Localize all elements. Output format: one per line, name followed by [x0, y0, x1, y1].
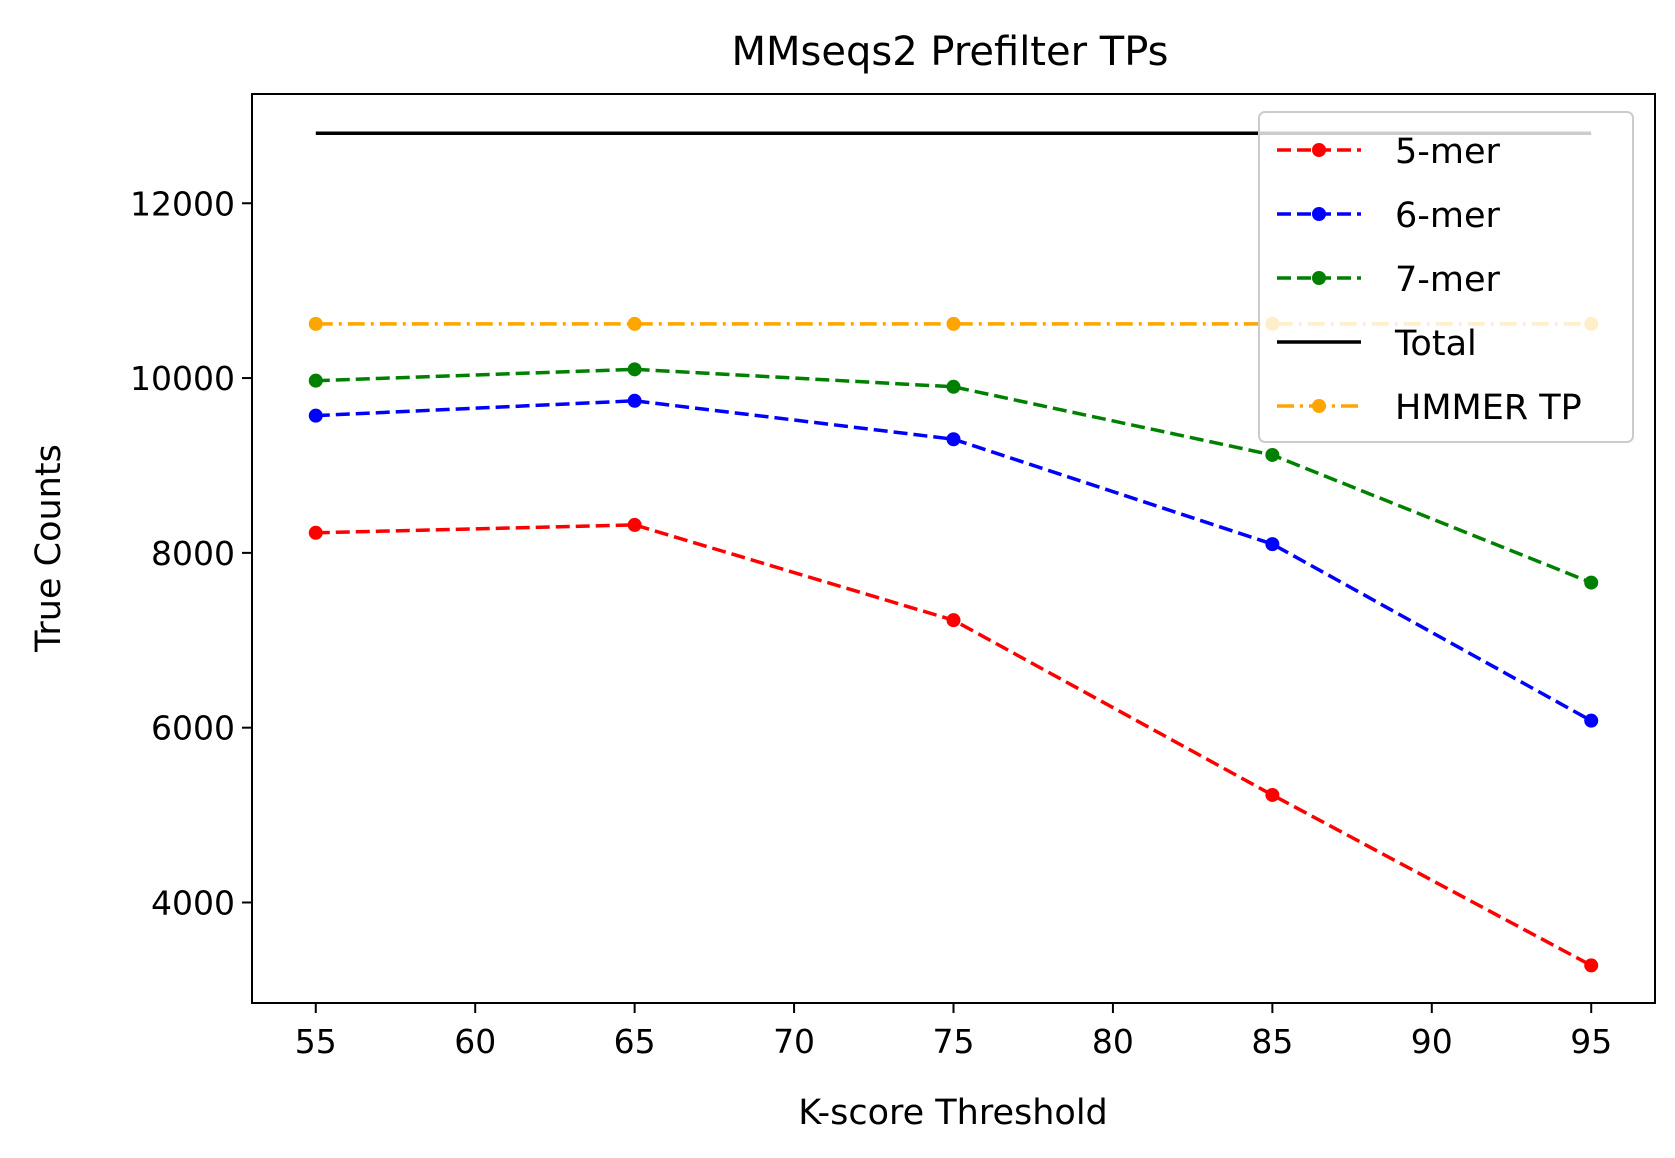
legend: 5-mer 6-mer 7-mer Total HMMER TP: [1258, 111, 1634, 443]
y-axis: 4000 6000 8000 10000 12000: [130, 184, 252, 922]
x-tick-label: 80: [1092, 1022, 1134, 1061]
data-point-5-mer: [627, 517, 642, 532]
data-point-5-mer: [1584, 958, 1599, 973]
x-axis-label: K-score Threshold: [798, 1093, 1108, 1133]
y-tick-label: 4000: [151, 883, 235, 922]
legend-marker-6-mer: [1312, 207, 1326, 221]
x-tick-label: 95: [1570, 1022, 1612, 1061]
data-point-5-mer: [1265, 787, 1280, 802]
data-point-7-mer: [1265, 447, 1280, 462]
data-point-hmmer-tp: [946, 316, 961, 331]
x-tick-label: 55: [295, 1022, 337, 1061]
legend-label-7-mer: 7-mer: [1395, 260, 1501, 300]
legend-marker-5-mer: [1312, 143, 1326, 157]
legend-label-hmmer-tp: HMMER TP: [1395, 388, 1582, 428]
x-tick-label: 85: [1251, 1022, 1293, 1061]
legend-marker-hmmer-tp: [1312, 399, 1326, 413]
y-tick-label: 8000: [151, 534, 235, 573]
x-tick-label: 90: [1411, 1022, 1453, 1061]
legend-label-5-mer: 5-mer: [1395, 132, 1501, 172]
legend-box: [1258, 111, 1634, 443]
chart-title: MMseqs2 Prefilter TPs: [732, 29, 1169, 75]
x-tick-label: 75: [933, 1022, 975, 1061]
data-point-7-mer: [308, 373, 323, 388]
data-point-hmmer-tp: [627, 316, 642, 331]
y-tick-label: 12000: [130, 184, 235, 223]
series-line-7-mer: [315, 367, 1592, 585]
data-point-5-mer: [946, 613, 961, 628]
data-point-6-mer: [627, 393, 642, 408]
data-point-6-mer: [946, 432, 961, 447]
x-tick-label: 70: [773, 1022, 815, 1061]
data-point-7-mer: [946, 379, 961, 394]
data-point-6-mer: [1584, 713, 1599, 728]
y-axis-label: True Counts: [29, 444, 69, 653]
legend-marker-7-mer: [1312, 271, 1326, 285]
data-point-5-mer: [308, 525, 323, 540]
y-tick-label: 6000: [151, 709, 235, 748]
legend-label-6-mer: 6-mer: [1395, 196, 1501, 236]
legend-label-total: Total: [1394, 324, 1477, 364]
data-point-6-mer: [1265, 537, 1280, 552]
x-tick-label: 60: [454, 1022, 496, 1061]
data-point-7-mer: [1584, 575, 1599, 590]
y-tick-label: 10000: [130, 359, 235, 398]
data-point-6-mer: [308, 408, 323, 423]
data-point-7-mer: [627, 362, 642, 377]
data-point-hmmer-tp: [308, 316, 323, 331]
x-tick-label: 65: [614, 1022, 656, 1061]
x-axis: 55 60 65 70 75 80 85 90 95: [295, 1003, 1612, 1061]
